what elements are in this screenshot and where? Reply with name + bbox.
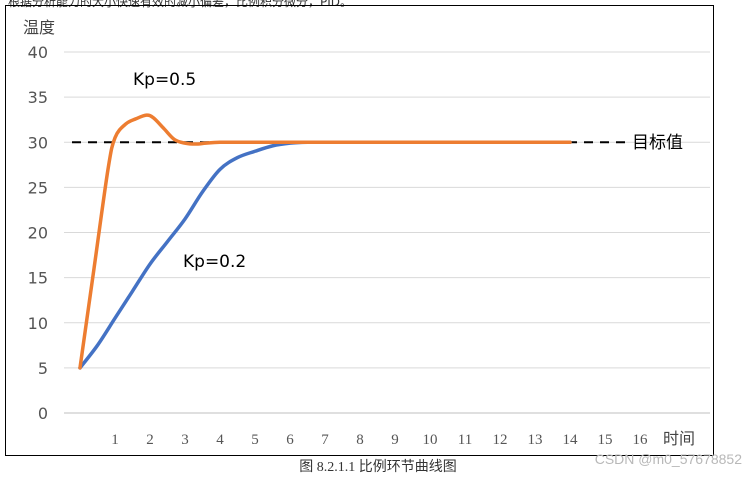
header-text-strip: 根据分析能力的大小快速有效的减小偏差，比例积分微分，PID。 [0,0,756,9]
x-tick-label: 10 [423,432,438,448]
x-tick-label: 8 [356,432,364,448]
y-tick-label: 35 [28,88,48,107]
grid-layer [64,51,710,414]
figure-caption: 图 8.2.1.1 比例环节曲线图 [299,460,457,475]
x-tick-label: 15 [598,432,613,448]
x-tick-label: 12 [493,432,508,448]
y-tick-label: 10 [28,314,48,333]
target-value-label: 目标值 [632,133,683,153]
x-tick-label: 13 [528,432,543,448]
x-tick-label: 6 [286,432,294,448]
x-tick-label: 9 [391,432,399,448]
x-tick-label: 3 [181,432,189,448]
x-axis-title: 时间 [663,429,695,448]
y-tick-label: 15 [28,269,48,288]
x-tick-label: 11 [458,432,472,448]
series-line-kp-0-5 [78,113,572,370]
x-tick-label: 14 [563,432,579,448]
x-tick-label: 1 [111,432,119,448]
y-tick-labels: 0 5 10 15 20 25 30 35 40 [28,43,48,423]
x-tick-label: 7 [321,432,329,448]
series-label-kp-0-5: Kp=0.5 [133,70,196,90]
y-tick-label: 5 [38,359,48,378]
x-tick-label: 5 [251,432,259,448]
x-tick-label: 16 [633,432,649,448]
series-line-kp-0-2 [78,140,572,370]
y-tick-label: 0 [38,404,48,423]
x-tick-label: 4 [216,432,224,448]
header-text: 根据分析能力的大小快速有效的减小偏差，比例积分微分，PID。 [8,0,353,9]
x-tick-label: 2 [146,432,154,448]
watermark: CSDN @m0_57678852 [594,451,742,467]
series-label-kp-0-2: Kp=0.2 [183,252,246,272]
y-tick-label: 30 [28,133,48,152]
series-layer [78,113,572,370]
x-tick-labels: 1 2 3 4 5 6 7 8 9 10 11 12 13 14 15 16 [111,432,648,448]
y-axis-title: 温度 [23,18,55,37]
y-tick-label: 25 [28,178,48,197]
chart-frame [5,5,714,456]
y-tick-label: 40 [28,43,48,62]
y-tick-label: 20 [28,224,48,243]
